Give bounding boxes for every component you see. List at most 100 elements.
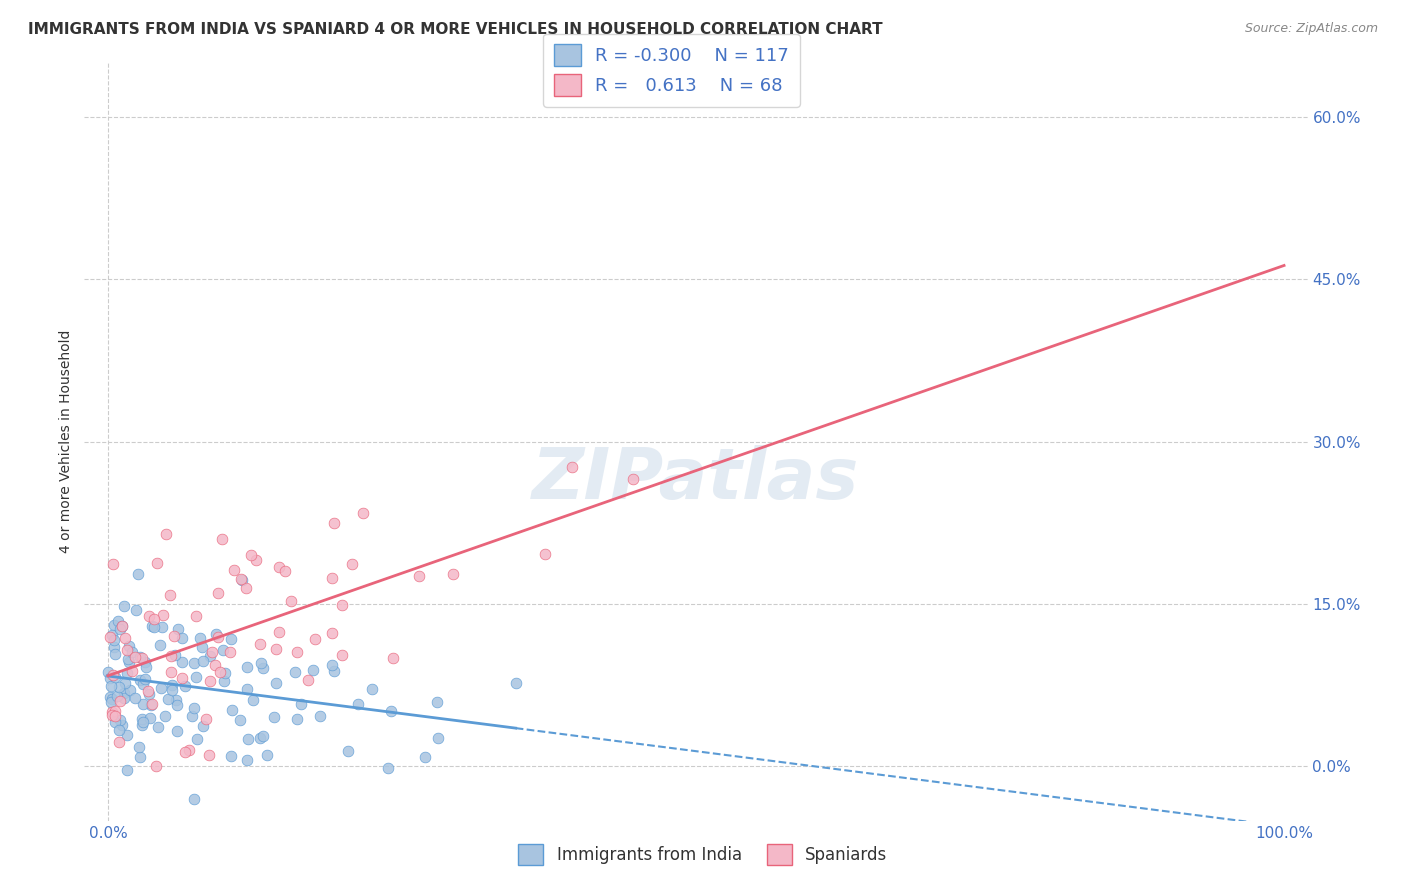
Point — [256, 747, 278, 762]
Text: IMMIGRANTS FROM INDIA VS SPANIARD 4 OR MORE VEHICLES IN HOUSEHOLD CORRELATION CH: IMMIGRANTS FROM INDIA VS SPANIARD 4 OR M… — [28, 22, 883, 37]
Point — [101, 705, 124, 719]
Point — [110, 694, 132, 708]
Point — [297, 673, 319, 687]
Point — [160, 678, 183, 692]
Point — [561, 460, 583, 475]
Point — [108, 622, 131, 636]
Point — [274, 565, 297, 579]
Point — [181, 709, 204, 723]
Point — [101, 668, 124, 682]
Point — [249, 731, 271, 746]
Point — [235, 753, 257, 767]
Point — [166, 724, 188, 739]
Point — [124, 691, 146, 706]
Point — [141, 619, 163, 633]
Point — [100, 707, 122, 722]
Point — [146, 720, 169, 734]
Point — [346, 698, 368, 712]
Point — [413, 750, 436, 764]
Point — [155, 527, 177, 541]
Point — [111, 619, 134, 633]
Point — [100, 695, 122, 709]
Point — [115, 666, 138, 681]
Point — [103, 557, 125, 571]
Point — [221, 703, 243, 717]
Point — [336, 744, 359, 758]
Point — [352, 507, 374, 521]
Point — [135, 659, 157, 673]
Point — [186, 731, 208, 746]
Point — [219, 749, 242, 764]
Point — [104, 715, 127, 730]
Point — [408, 569, 430, 583]
Point — [304, 632, 326, 647]
Point — [231, 573, 253, 587]
Point — [340, 557, 363, 571]
Point — [115, 763, 138, 777]
Point — [229, 714, 252, 728]
Point — [159, 588, 181, 602]
Point — [98, 631, 121, 645]
Point — [183, 701, 205, 715]
Point — [104, 704, 127, 718]
Point — [284, 665, 307, 680]
Point — [214, 665, 236, 680]
Point — [623, 472, 645, 486]
Point — [121, 665, 143, 679]
Point — [191, 640, 214, 654]
Point — [195, 712, 218, 726]
Point — [107, 614, 129, 628]
Point — [166, 698, 188, 713]
Point — [235, 581, 257, 595]
Point — [285, 645, 308, 659]
Point — [132, 715, 155, 730]
Point — [252, 661, 274, 675]
Point — [115, 643, 138, 657]
Point — [267, 624, 290, 639]
Point — [322, 516, 344, 531]
Point — [209, 665, 232, 679]
Point — [112, 690, 135, 705]
Point — [160, 683, 183, 698]
Point — [141, 697, 163, 711]
Point — [205, 627, 228, 641]
Point — [118, 639, 141, 653]
Point — [132, 677, 155, 691]
Point — [121, 645, 143, 659]
Point — [183, 792, 205, 806]
Point — [108, 713, 131, 727]
Point — [212, 643, 235, 657]
Point — [103, 708, 125, 723]
Point — [360, 682, 382, 697]
Point — [211, 533, 233, 547]
Point — [193, 719, 215, 733]
Point — [186, 609, 208, 624]
Point — [236, 682, 259, 697]
Point — [103, 632, 125, 647]
Point — [263, 710, 285, 724]
Point — [165, 693, 187, 707]
Point — [198, 649, 221, 664]
Point — [173, 745, 195, 759]
Point — [207, 586, 229, 600]
Point — [107, 680, 129, 694]
Point — [377, 761, 399, 775]
Point — [179, 743, 201, 757]
Point — [308, 709, 330, 723]
Point — [129, 673, 152, 687]
Text: ZIPatlas: ZIPatlas — [533, 445, 859, 514]
Point — [321, 658, 343, 673]
Point — [264, 642, 287, 657]
Point — [163, 630, 186, 644]
Point — [120, 683, 142, 698]
Legend: Immigrants from India, Spaniards: Immigrants from India, Spaniards — [509, 834, 897, 875]
Point — [143, 620, 166, 634]
Point — [97, 665, 120, 680]
Point — [152, 607, 174, 622]
Point — [264, 676, 287, 690]
Point — [238, 731, 260, 746]
Point — [138, 688, 160, 702]
Point — [198, 748, 221, 763]
Point — [115, 729, 138, 743]
Point — [160, 648, 183, 663]
